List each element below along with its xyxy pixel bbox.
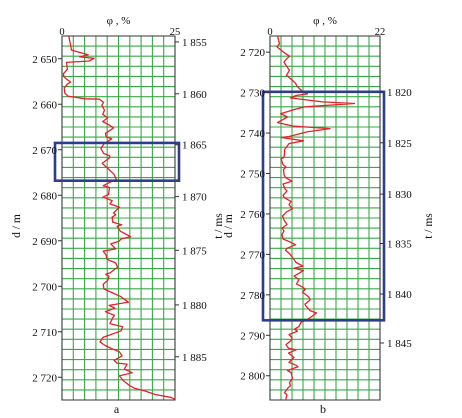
- right-tick-label: 1 845: [387, 338, 412, 350]
- left-tick-label: 2 660: [32, 99, 57, 111]
- top-tick-label: 0: [267, 27, 272, 38]
- left-axis-label: d / m: [223, 214, 235, 238]
- highlight-box: [53, 141, 181, 182]
- right-tick-label: 1 875: [182, 245, 207, 257]
- right-tick-label: 1 835: [387, 238, 412, 250]
- left-tick-label: 2 670: [32, 145, 57, 157]
- left-tick-label: 2 650: [32, 54, 57, 66]
- left-axis-label: d / m: [11, 214, 23, 238]
- right-axis-label: t / ms: [213, 213, 225, 239]
- top-tick-label: 0: [59, 27, 64, 38]
- right-tick-label: 1 830: [387, 189, 412, 201]
- top-tick-label: 22: [375, 27, 386, 38]
- right-tick-label: 1 885: [182, 352, 207, 364]
- left-tick-label: 2 680: [32, 190, 57, 202]
- right-tick-label: 1 855: [182, 37, 207, 49]
- right-tick-label: 1 840: [387, 289, 412, 301]
- porosity-series-line: [62, 35, 176, 400]
- plot-frame: [269, 35, 381, 401]
- left-tick-label: 2 780: [240, 290, 265, 302]
- right-tick-label: 1 870: [182, 192, 207, 204]
- right-tick-label: 1 820: [387, 87, 412, 99]
- left-tick-label: 2 750: [240, 169, 265, 181]
- right-tick-label: 1 865: [182, 140, 207, 152]
- left-tick-label: 2 800: [240, 371, 265, 383]
- top-tick-label: 25: [170, 27, 181, 38]
- chart-panel-a: [53, 35, 181, 401]
- panel-sublabel: b: [320, 402, 326, 416]
- porosity-series-line: [276, 35, 356, 400]
- left-tick-label: 2 720: [240, 47, 265, 59]
- top-axis-label: φ , %: [107, 15, 131, 27]
- right-tick-label: 1 880: [182, 300, 207, 312]
- left-tick-label: 2 760: [240, 209, 265, 221]
- panel-sublabel: a: [114, 402, 120, 416]
- left-tick-label: 2 710: [32, 327, 57, 339]
- left-tick-label: 2 730: [240, 88, 265, 100]
- right-tick-label: 1 860: [182, 89, 207, 101]
- left-tick-label: 2 770: [240, 249, 265, 261]
- plot-frame: [61, 35, 176, 401]
- left-tick-label: 2 720: [32, 372, 57, 384]
- left-tick-label: 2 790: [240, 330, 265, 342]
- right-axis-label: t / ms: [423, 213, 435, 239]
- top-axis-label: φ , %: [313, 15, 337, 27]
- highlight-box: [261, 90, 386, 322]
- chart-panel-b: [261, 35, 386, 401]
- left-tick-label: 2 700: [32, 281, 57, 293]
- left-tick-label: 2 690: [32, 236, 57, 248]
- left-tick-label: 2 740: [240, 128, 265, 140]
- right-tick-label: 1 825: [387, 138, 412, 150]
